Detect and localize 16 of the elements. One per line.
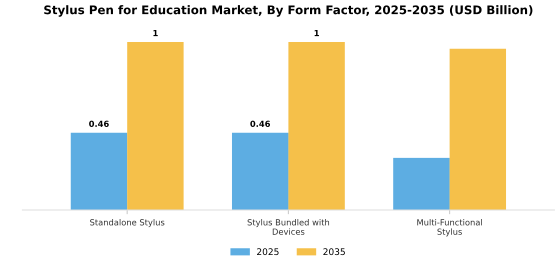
bar <box>288 42 345 210</box>
chart-title: Stylus Pen for Education Market, By Form Factor, 2025-2035 (USD Billion) <box>44 5 532 17</box>
data-label: 1 <box>314 30 319 36</box>
bar <box>393 158 450 210</box>
data-label: 1 <box>153 30 158 36</box>
data-label: 0.46 <box>250 120 270 127</box>
x-tick-label: Multi-Functional Stylus <box>417 219 482 236</box>
x-tick-label: Stylus Bundled with Devices <box>248 219 330 235</box>
x-tick-label: Standalone Stylus <box>90 219 164 228</box>
bar <box>127 42 184 210</box>
legend-label: 2025 <box>257 248 279 256</box>
data-label: 0.46 <box>89 120 109 127</box>
bar <box>70 132 128 210</box>
bar <box>232 132 288 210</box>
legend-label: 2035 <box>323 248 345 256</box>
bar <box>450 48 506 210</box>
